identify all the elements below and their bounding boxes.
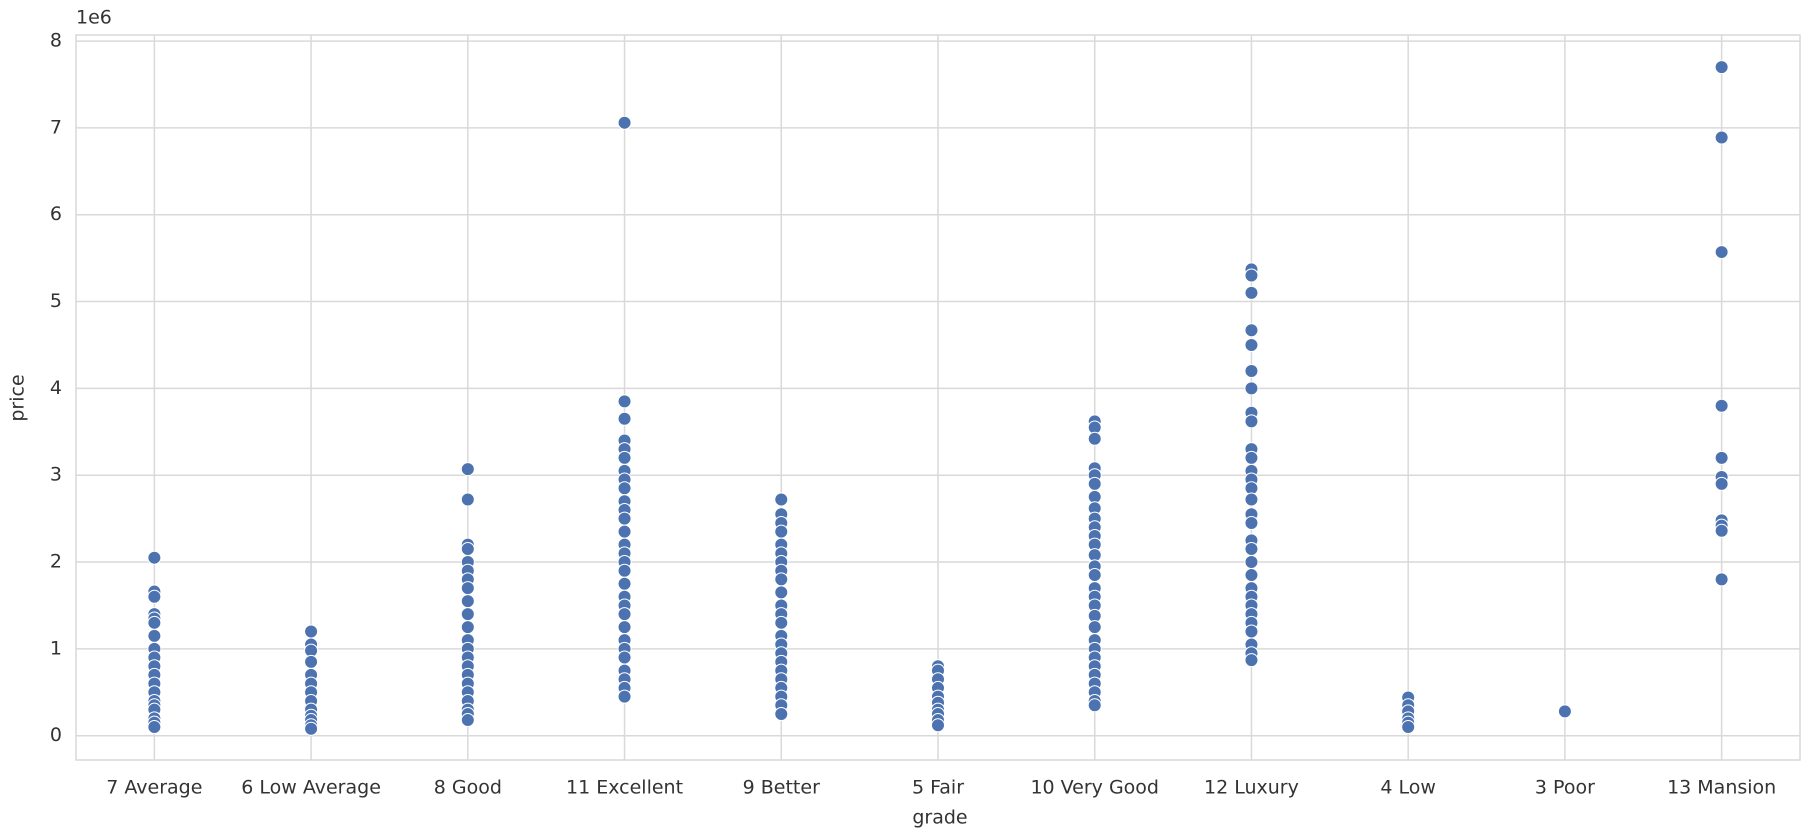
- point: [1714, 398, 1729, 413]
- point: [617, 689, 632, 704]
- point: [1244, 653, 1259, 668]
- point: [304, 654, 319, 669]
- point: [617, 394, 632, 409]
- x-tick-label: 7 Average: [106, 777, 202, 799]
- y-tick-label: 5: [50, 290, 62, 312]
- point: [1714, 245, 1729, 260]
- x-tick-label: 13 Mansion: [1667, 777, 1776, 799]
- point: [1244, 555, 1259, 570]
- point: [1244, 285, 1259, 300]
- point: [774, 572, 789, 587]
- point: [617, 650, 632, 665]
- x-tick-label: 9 Better: [743, 777, 820, 799]
- plot-frame: [75, 34, 1801, 761]
- x-tick-label: 3 Poor: [1535, 777, 1595, 799]
- point: [1557, 704, 1572, 719]
- point: [460, 594, 475, 609]
- point: [1244, 323, 1259, 338]
- y-tick-label: 7: [50, 116, 62, 138]
- point: [1087, 620, 1102, 635]
- point: [617, 511, 632, 526]
- point: [1244, 364, 1259, 379]
- point: [1087, 698, 1102, 713]
- point: [774, 524, 789, 539]
- point: [617, 576, 632, 591]
- point: [1714, 60, 1729, 75]
- point: [1244, 381, 1259, 396]
- y-tick-label: 0: [50, 724, 62, 746]
- point: [774, 615, 789, 630]
- x-axis-label: grade: [912, 807, 967, 829]
- point: [460, 492, 475, 507]
- y-tick-label: 4: [50, 377, 62, 399]
- x-tick-label: 4 Low: [1380, 777, 1436, 799]
- x-tick-label: 8 Good: [434, 777, 502, 799]
- point: [774, 492, 789, 507]
- point: [617, 563, 632, 578]
- point: [460, 607, 475, 622]
- y-tick-label: 2: [50, 551, 62, 573]
- point: [617, 524, 632, 539]
- y-tick-label: 1: [50, 637, 62, 659]
- point: [1244, 337, 1259, 352]
- point: [460, 581, 475, 596]
- point: [1244, 268, 1259, 283]
- point: [1244, 624, 1259, 639]
- point: [1714, 130, 1729, 145]
- point: [1244, 568, 1259, 583]
- point: [1401, 720, 1416, 735]
- point: [1087, 476, 1102, 491]
- point: [1714, 523, 1729, 538]
- x-tick-label: 11 Excellent: [566, 777, 683, 799]
- point: [147, 550, 162, 565]
- point: [460, 462, 475, 477]
- y-offset-label: 1e6: [76, 7, 112, 29]
- point: [1244, 414, 1259, 429]
- point: [460, 713, 475, 728]
- y-tick-label: 8: [50, 30, 62, 52]
- point: [1244, 542, 1259, 557]
- point: [1087, 431, 1102, 446]
- point: [147, 628, 162, 643]
- point: [617, 115, 632, 130]
- y-tick-label: 3: [50, 464, 62, 486]
- point: [147, 615, 162, 630]
- point: [147, 589, 162, 604]
- point: [147, 720, 162, 735]
- point: [931, 718, 945, 733]
- point: [1244, 450, 1259, 465]
- y-tick-label: 6: [50, 203, 62, 225]
- point: [460, 542, 475, 557]
- point: [1244, 515, 1259, 530]
- x-tick-label: 6 Low Average: [241, 777, 381, 799]
- point: [617, 481, 632, 496]
- point: [617, 450, 632, 465]
- point: [1714, 572, 1729, 587]
- point: [617, 607, 632, 622]
- point: [460, 620, 475, 635]
- y-axis-label: price: [7, 374, 29, 421]
- point: [1244, 492, 1259, 507]
- x-tick-label: 5 Fair: [912, 777, 964, 799]
- point: [617, 620, 632, 635]
- x-tick-label: 12 Luxury: [1204, 777, 1299, 799]
- point: [1087, 568, 1102, 583]
- point: [617, 411, 632, 426]
- x-tick-label: 10 Very Good: [1030, 777, 1159, 799]
- point: [1714, 476, 1729, 491]
- point: [1714, 450, 1729, 465]
- point: [304, 721, 319, 736]
- point: [774, 706, 789, 721]
- point: [304, 624, 319, 639]
- point: [774, 585, 789, 600]
